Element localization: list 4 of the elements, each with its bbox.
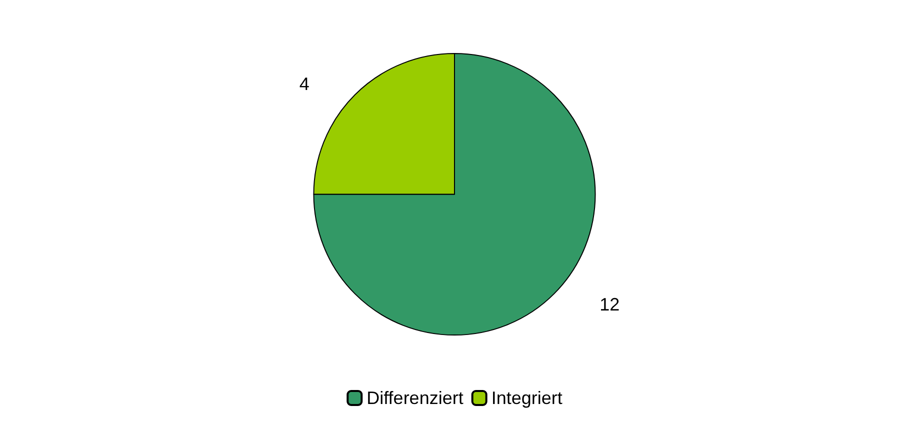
legend-label: Differenziert <box>366 388 464 408</box>
legend-label: Integriert <box>491 388 562 408</box>
data-label: 12 <box>600 294 620 314</box>
data-label: 4 <box>299 74 310 94</box>
